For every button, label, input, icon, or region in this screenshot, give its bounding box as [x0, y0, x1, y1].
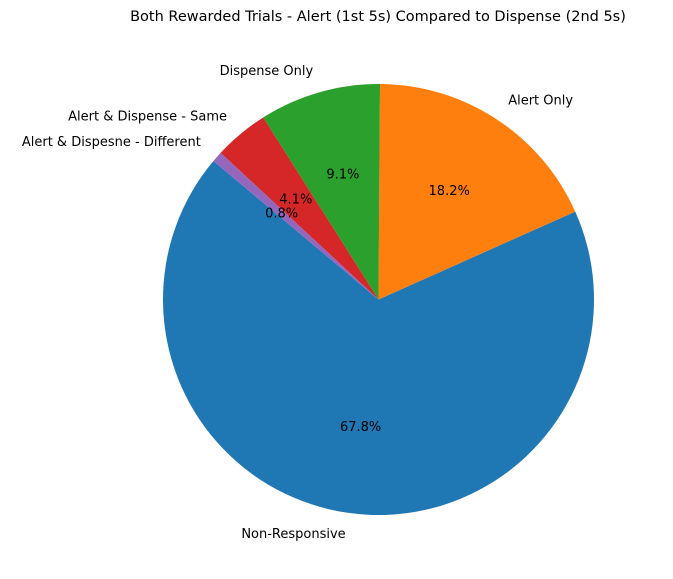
slice-label-alert-only: Alert Only: [508, 94, 573, 109]
chart-title: Both Rewarded Trials - Alert (1st 5s) Co…: [130, 9, 626, 25]
slice-percent-alert-only: 18.2%: [429, 184, 470, 199]
slice-label-non-responsive: Non-Responsive: [241, 527, 345, 542]
pie-slice-alert-and-dispense-same: [220, 117, 379, 300]
slice-label-dispense-only: Dispense Only: [220, 64, 314, 79]
slice-percent-alert-and-dispense-same: 4.1%: [279, 193, 312, 208]
slice-percent-dispense-only: 9.1%: [326, 168, 359, 183]
pie-slice-alert-and-dispesne-different: [213, 152, 379, 300]
slice-percent-non-responsive: 67.8%: [340, 420, 381, 435]
slice-label-alert-and-dispense-same: Alert & Dispense - Same: [68, 110, 227, 125]
slice-label-alert-and-dispesne-different: Alert & Dispesne - Different: [22, 135, 201, 150]
pie-slice-dispense-only: [263, 84, 380, 300]
pie-slice-non-responsive: [163, 160, 595, 515]
slice-percent-alert-and-dispesne-different: 0.8%: [265, 206, 298, 221]
pie-slice-alert-only: [378, 84, 576, 300]
